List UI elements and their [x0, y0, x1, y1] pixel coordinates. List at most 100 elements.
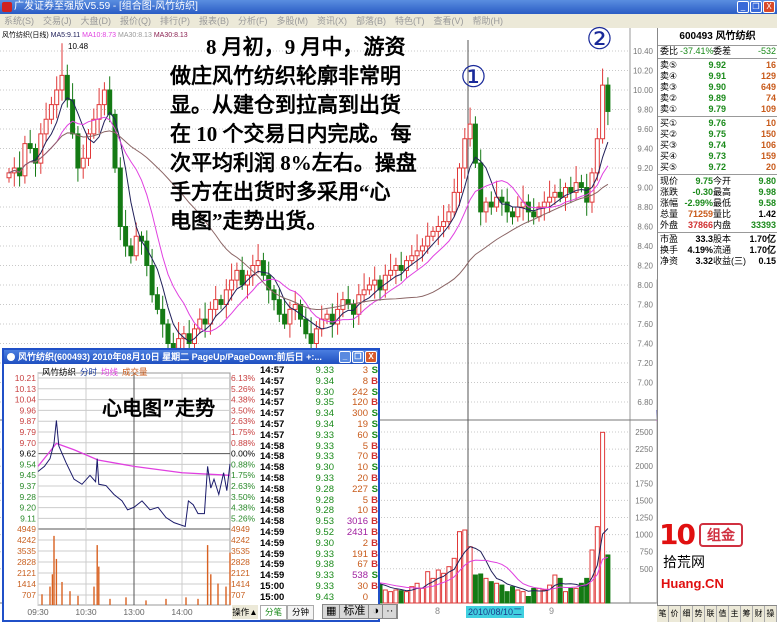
weibi-label: 委比 [660, 46, 679, 56]
candle-body [462, 138, 468, 169]
watermark-logo: 10 组金 拾荒网 Huang.CN [659, 520, 745, 602]
quote-tab[interactable]: 细 [681, 606, 693, 622]
candle-body [86, 133, 91, 159]
tick-side: B [371, 451, 378, 463]
intraday-price-label: 9.11 [20, 513, 36, 523]
popup-maximize-button[interactable]: ❐ [352, 351, 364, 363]
menu-item[interactable]: 多股(M) [276, 16, 309, 26]
tick-row: 14:59 9.33 538 S [260, 570, 378, 582]
price-tick-label: 9.40 [637, 145, 653, 154]
tick-time: 14:57 [260, 386, 285, 398]
menu-item[interactable]: 大盘(D) [80, 16, 112, 26]
quote-tab[interactable]: 主 [729, 606, 741, 622]
volume-bar [446, 566, 452, 604]
logo-cn: 拾荒网 [663, 553, 705, 571]
tick-volume: 2 [362, 537, 368, 549]
intraday-pct-label: 5.26% [231, 384, 256, 394]
intraday-pct-label: 1.75% [231, 470, 256, 480]
ask-price: 9.92 [708, 60, 726, 70]
toolbar-button[interactable]: ◑ [369, 605, 384, 618]
quote-tab[interactable]: 势 [693, 606, 705, 622]
bid-volume: 10 [765, 118, 776, 128]
tick-list[interactable]: 14:57 9.33 3 S 14:57 9.34 8 B 14:57 9.30 242 S 14:57… [260, 365, 378, 604]
divider [658, 116, 777, 117]
quote-tab[interactable]: 价 [669, 606, 681, 622]
menu-item[interactable]: 资讯(X) [317, 16, 347, 26]
quote-tab[interactable]: 笔 [657, 606, 669, 622]
ask-volume: 16 [765, 60, 776, 70]
candle-body [186, 333, 192, 344]
restore-button[interactable]: ❐ [750, 1, 762, 13]
intraday-pct-label: 6.13% [231, 373, 256, 383]
close-button[interactable]: X [763, 1, 775, 13]
intraday-price-label: 9.96 [19, 405, 36, 415]
annotation-line: 显。从建仓到拉高到出货 [170, 93, 401, 117]
candle-body [96, 104, 102, 120]
bid-label: 买② [660, 129, 678, 139]
menu-item[interactable]: 交易(J) [43, 16, 72, 26]
ask-price: 9.79 [708, 104, 726, 114]
intraday-chart[interactable]: 10.21 6.13% 10.13 5.26% 10.04 4.38% 9.96 3.50% 9… [4, 364, 260, 620]
tick-row: 14:58 9.33 70 B [260, 452, 378, 463]
candle-body [446, 211, 452, 223]
intraday-price-label: 10.13 [15, 384, 37, 394]
ask-row: 卖① 9.79 109 [658, 104, 777, 115]
bid-label: 买① [660, 118, 678, 128]
ma30-label: MA30:8.13 [117, 32, 152, 39]
toolbar-button[interactable]: ▦ [323, 605, 341, 618]
candle-body [510, 211, 515, 218]
menu-item[interactable]: 特色(T) [395, 16, 425, 26]
candle-body [414, 250, 420, 257]
operations-button[interactable]: 操作▲ [232, 605, 258, 619]
intraday-volume-label-right: 707 [231, 590, 245, 600]
intraday-price-label: 9.28 [19, 492, 36, 502]
toolbar-button[interactable]: ·· [383, 605, 398, 618]
selected-date-label: 2010/08/10二 [466, 606, 525, 618]
popup-close-button[interactable]: X [365, 351, 377, 363]
toolbar-button[interactable]: 标准 [340, 605, 370, 618]
menu-item[interactable]: 报价(Q) [120, 16, 151, 26]
price-tick-label: 10.40 [633, 47, 654, 56]
menu-item[interactable]: 系统(S) [4, 16, 34, 26]
candle-body [335, 308, 341, 325]
stat-row: 总量 71259 量比 1.42 [658, 209, 777, 220]
tab-minutes[interactable]: 分钟 [287, 605, 315, 620]
high-price-label: 10.48 [68, 42, 89, 51]
menu-item[interactable]: 帮助(H) [472, 16, 504, 26]
intraday-volume-label-right: 2121 [231, 568, 250, 578]
intraday-price-label: 9.70 [19, 438, 36, 448]
menu-item[interactable]: 部落(B) [356, 16, 386, 26]
tick-side: B [371, 516, 378, 528]
bid-label: 买④ [660, 151, 678, 161]
quote-tab[interactable]: 联 [705, 606, 717, 622]
quote-tab[interactable]: 操 [765, 606, 777, 622]
intraday-price-label: 9.45 [19, 470, 36, 480]
volume-bar [541, 589, 547, 604]
tab-ticks[interactable]: 分笔 [260, 605, 288, 620]
tick-price: 9.30 [315, 537, 335, 549]
tick-volume: 191 [352, 548, 368, 560]
candle-body [547, 196, 553, 203]
tick-price: 9.33 [315, 570, 335, 582]
stat-label: 外盘 [660, 220, 679, 230]
quote-tab[interactable]: 值 [717, 606, 729, 622]
candle-body [303, 318, 309, 335]
popup-title-bar[interactable]: 风竹纺织(600493) 2010年08月10日 星期二 PageUp/Page… [4, 350, 378, 364]
ask-price: 9.90 [708, 82, 726, 92]
tick-price: 9.33 [315, 440, 335, 452]
candle-body [27, 143, 33, 149]
tick-time: 14:57 [260, 418, 285, 430]
quote-tab[interactable]: 筹 [741, 606, 753, 622]
tick-row: 14:57 9.30 242 S [260, 386, 378, 399]
minimize-button[interactable]: _ [737, 1, 749, 13]
popup-minimize-button[interactable]: _ [339, 351, 351, 363]
quote-tab[interactable]: 财 [753, 606, 765, 622]
candle-body [568, 187, 574, 193]
annotation-line: 手方在出货时多采用“心 [170, 180, 391, 204]
menu-item[interactable]: 查看(V) [433, 16, 464, 26]
tick-row: 14:58 9.28 10 B [260, 506, 378, 517]
menu-item[interactable]: 分析(F) [238, 16, 268, 26]
menu-item[interactable]: 排行(P) [160, 16, 190, 26]
candle-body [377, 279, 383, 291]
menu-item[interactable]: 报表(B) [199, 16, 229, 26]
